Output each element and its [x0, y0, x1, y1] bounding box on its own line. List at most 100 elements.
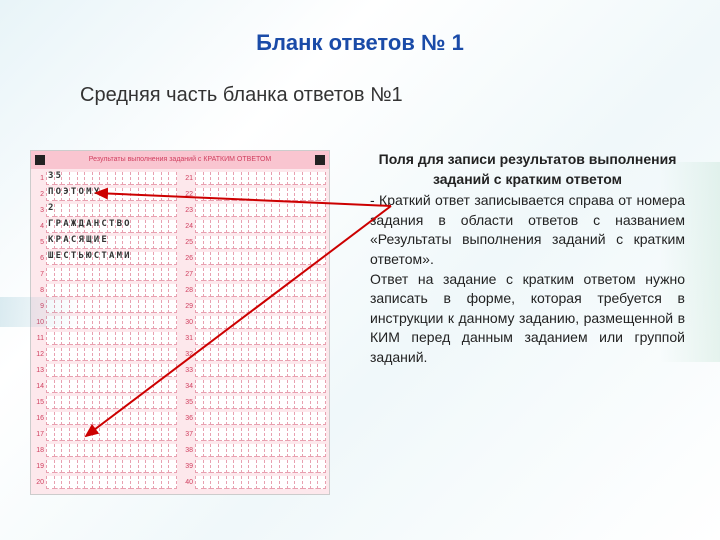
cell-group: [195, 444, 326, 457]
answer-row: 22: [183, 187, 326, 202]
cell-group: [195, 284, 326, 297]
row-number: 23: [183, 207, 195, 214]
row-number: 35: [183, 399, 195, 406]
answer-row: 9: [34, 299, 177, 314]
subtitle: Средняя часть бланка ответов №1: [0, 56, 720, 107]
answer-row: 40: [183, 475, 326, 490]
explain-heading: Поля для записи результатов выполнения з…: [370, 150, 685, 189]
answer-row: 17: [34, 427, 177, 442]
column-right: 21 22 23 24 25 26 27 28 29 30 31 32 33 34 35 36 37 38 39 40: [180, 169, 329, 494]
filled-answer: ПОЭТОМУ: [48, 187, 101, 197]
main-title: Бланк ответов № 1: [0, 0, 720, 56]
cell-group: [46, 428, 177, 441]
cell-group: [195, 172, 326, 185]
answer-row: 15: [34, 395, 177, 410]
answer-row: 31: [183, 331, 326, 346]
row-number: 13: [34, 367, 46, 374]
answer-row: 16: [34, 411, 177, 426]
row-number: 26: [183, 255, 195, 262]
answer-row: 32: [34, 203, 177, 218]
row-number: 29: [183, 303, 195, 310]
row-number: 18: [34, 447, 46, 454]
answer-row: 27: [183, 267, 326, 282]
cell-group: [195, 476, 326, 489]
cell-group: [195, 204, 326, 217]
cell-group: [195, 268, 326, 281]
answer-row: 37: [183, 427, 326, 442]
cell-group: [46, 380, 177, 393]
answer-row: 25: [183, 235, 326, 250]
answer-row: 11: [34, 331, 177, 346]
cell-group: [195, 380, 326, 393]
filled-answer: 2: [48, 203, 56, 213]
row-number: 30: [183, 319, 195, 326]
answer-row: 32: [183, 347, 326, 362]
row-number: 28: [183, 287, 195, 294]
cell-group: [46, 444, 177, 457]
answer-row: 21: [183, 171, 326, 186]
row-number: 9: [34, 303, 46, 310]
answer-row: 6ШЕСТЬЮСТАМИ: [34, 251, 177, 266]
answer-row: 30: [183, 315, 326, 330]
row-number: 31: [183, 335, 195, 342]
row-number: 34: [183, 383, 195, 390]
row-number: 2: [34, 191, 46, 198]
content-area: Результаты выполнения заданий с КРАТКИМ …: [30, 150, 690, 495]
answer-row: 135: [34, 171, 177, 186]
cell-group: [195, 428, 326, 441]
cell-group: [46, 300, 177, 313]
explain-p1: - Краткий ответ записывается справа от н…: [370, 191, 685, 269]
cell-group: [195, 348, 326, 361]
row-number: 14: [34, 383, 46, 390]
row-number: 38: [183, 447, 195, 454]
cell-group: [46, 396, 177, 409]
cell-group: 2: [46, 204, 177, 217]
answer-row: 4ГРАЖДАНСТВО: [34, 219, 177, 234]
answer-row: 18: [34, 443, 177, 458]
answer-row: 13: [34, 363, 177, 378]
row-number: 19: [34, 463, 46, 470]
cell-group: [46, 348, 177, 361]
cell-group: [195, 460, 326, 473]
answer-row: 19: [34, 459, 177, 474]
answer-row: 12: [34, 347, 177, 362]
cell-group: [195, 332, 326, 345]
cell-group: [46, 412, 177, 425]
explain-p2: Ответ на задание с кратким ответом нужно…: [370, 270, 685, 368]
answer-row: 20: [34, 475, 177, 490]
answer-row: 33: [183, 363, 326, 378]
answer-row: 24: [183, 219, 326, 234]
cell-group: ПОЭТОМУ: [46, 188, 177, 201]
answer-row: 23: [183, 203, 326, 218]
cell-group: [195, 412, 326, 425]
row-number: 1: [34, 175, 46, 182]
row-number: 37: [183, 431, 195, 438]
answer-row: 14: [34, 379, 177, 394]
cell-group: КРАСЯЩИЕ: [46, 236, 177, 249]
answer-row: 29: [183, 299, 326, 314]
row-number: 39: [183, 463, 195, 470]
cell-group: ШЕСТЬЮСТАМИ: [46, 252, 177, 265]
cell-group: [195, 236, 326, 249]
answer-row: 2ПОЭТОМУ: [34, 187, 177, 202]
cell-group: [195, 300, 326, 313]
cell-group: ГРАЖДАНСТВО: [46, 220, 177, 233]
row-number: 22: [183, 191, 195, 198]
cell-group: [46, 332, 177, 345]
row-number: 8: [34, 287, 46, 294]
cell-group: [46, 268, 177, 281]
answer-row: 8: [34, 283, 177, 298]
answer-row: 10: [34, 315, 177, 330]
cell-group: [46, 316, 177, 329]
row-number: 32: [183, 351, 195, 358]
cell-group: [195, 364, 326, 377]
marker-icon: [315, 155, 325, 165]
answer-row: 36: [183, 411, 326, 426]
cell-group: [46, 476, 177, 489]
row-number: 6: [34, 255, 46, 262]
answer-row: 39: [183, 459, 326, 474]
cell-group: [195, 188, 326, 201]
form-header: Результаты выполнения заданий с КРАТКИМ …: [31, 151, 329, 169]
row-number: 15: [34, 399, 46, 406]
row-number: 24: [183, 223, 195, 230]
